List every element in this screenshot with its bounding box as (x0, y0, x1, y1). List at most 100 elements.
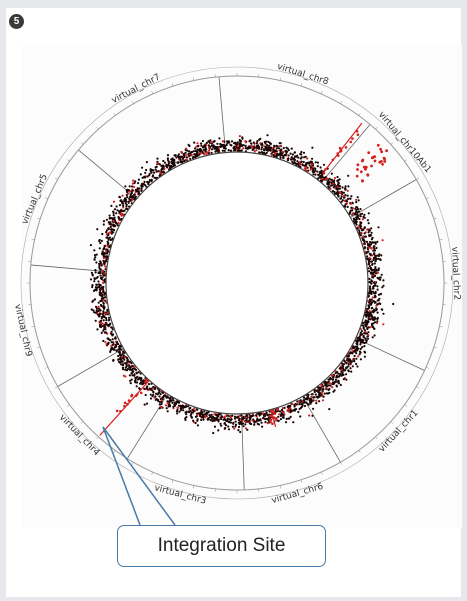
data-point (378, 276, 381, 279)
tick-mark (171, 83, 174, 87)
data-point (169, 166, 172, 169)
data-point (373, 269, 376, 272)
data-point (107, 316, 111, 319)
data-point (344, 185, 347, 188)
data-point (93, 254, 97, 257)
data-point (90, 308, 93, 311)
data-point (262, 414, 265, 417)
data-point (162, 159, 165, 163)
data-point (163, 161, 167, 164)
data-point (102, 319, 105, 322)
data-point (369, 300, 372, 303)
data-point (312, 399, 315, 402)
data-point (210, 144, 213, 147)
data-point (219, 413, 222, 416)
data-point (140, 187, 143, 190)
data-point (281, 407, 284, 410)
data-point (356, 348, 359, 351)
data-point (300, 150, 303, 154)
data-point (98, 291, 101, 294)
data-point (357, 214, 360, 217)
data-point (131, 374, 134, 377)
data-point (129, 195, 132, 198)
data-point (116, 209, 119, 212)
data-point (146, 385, 149, 388)
data-point (96, 228, 99, 231)
data-point (356, 207, 360, 211)
data-point (195, 152, 198, 155)
data-point (189, 410, 192, 413)
data-point (129, 379, 132, 382)
data-point (184, 417, 187, 420)
data-point (105, 231, 108, 234)
data-point (102, 339, 105, 343)
data-point (282, 146, 285, 150)
data-point (217, 429, 220, 432)
data-point (335, 192, 338, 195)
data-point (101, 295, 104, 298)
data-point (349, 362, 352, 365)
data-point (158, 407, 161, 410)
data-point (238, 423, 241, 426)
data-point (238, 417, 241, 420)
data-point (212, 431, 215, 435)
data-point (136, 378, 140, 381)
data-point (364, 337, 367, 340)
data-point (349, 197, 352, 200)
data-point (157, 389, 161, 392)
data-point (337, 381, 340, 384)
data-point (233, 417, 237, 420)
data-point (333, 176, 337, 180)
data-point (129, 365, 132, 368)
data-point (371, 254, 374, 257)
data-point (229, 415, 232, 419)
tick-marks (27, 73, 447, 493)
data-point (267, 419, 270, 422)
data-point (378, 302, 381, 305)
data-point (115, 212, 118, 215)
data-point (102, 220, 106, 223)
data-point (264, 418, 267, 421)
data-point (293, 157, 296, 160)
data-point (211, 417, 214, 420)
tick-mark (171, 479, 174, 483)
data-point (174, 402, 178, 406)
data-point (313, 170, 316, 174)
data-point (171, 157, 174, 160)
data-point (110, 341, 113, 344)
data-point (353, 354, 356, 358)
data-point (201, 411, 204, 414)
data-point (368, 277, 371, 280)
data-point (213, 417, 216, 421)
data-point (100, 286, 103, 289)
integration-point (385, 149, 388, 153)
data-point (278, 145, 282, 148)
data-point (320, 169, 323, 172)
data-point (245, 416, 248, 419)
data-point (160, 402, 163, 405)
data-point (373, 296, 376, 299)
data-point (133, 367, 136, 371)
tick-mark (151, 472, 154, 475)
tick-mark (433, 217, 437, 220)
data-point (225, 413, 228, 416)
data-point (371, 310, 374, 313)
data-point (359, 331, 362, 334)
data-point (300, 405, 303, 409)
data-point (128, 197, 131, 200)
tick-mark (66, 404, 70, 407)
data-point (343, 199, 346, 202)
data-point (223, 415, 226, 418)
tick-mark (375, 436, 378, 440)
data-point (122, 357, 125, 360)
data-point (112, 359, 115, 362)
data-point (360, 212, 364, 215)
data-point (368, 311, 371, 315)
integration-point (382, 156, 386, 160)
data-point (296, 162, 299, 165)
data-point (106, 240, 109, 243)
data-point (328, 391, 331, 394)
data-point (102, 314, 105, 317)
data-point (249, 139, 252, 142)
data-point (368, 256, 371, 260)
